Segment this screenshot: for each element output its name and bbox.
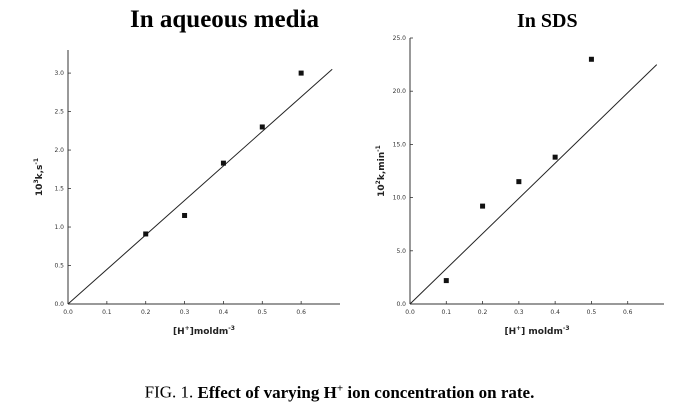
aqueous-data-point: [220, 160, 226, 166]
figure-caption: FIG. 1. Effect of varying H+ ion concent…: [0, 382, 679, 403]
aqueous-y-axis-label: 103k,s-1: [33, 158, 45, 196]
sds-data-point: [552, 154, 558, 160]
sds-y-tick-label: 20.0: [393, 88, 407, 95]
aqueous-data-point: [298, 70, 304, 76]
aqueous-x-tick-label: 0.6: [296, 309, 306, 316]
caption-superscript: +: [336, 382, 344, 394]
sds-x-tick-label: 0.1: [442, 309, 452, 316]
sds-x-axis-label: [H+] moldm-3: [504, 325, 569, 337]
aqueous-y-tick-label: 2.0: [54, 147, 64, 154]
sds-y-tick-label: 10.0: [393, 195, 407, 202]
caption-bold-text: Effect of varying H: [197, 382, 337, 402]
aqueous-x-tick-label: 0.0: [63, 309, 73, 316]
sds-y-tick-label: 25.0: [393, 35, 407, 42]
sds-fit-line: [409, 64, 658, 305]
sds-x-tick-label: 0.4: [550, 309, 560, 316]
caption-bold-tail: ion concentration on rate.: [343, 382, 535, 402]
aqueous-x-axis-label: [H+]moldm-3: [173, 325, 235, 337]
aqueous-x-tick-label: 0.4: [219, 309, 229, 316]
sds-x-tick-label: 0.2: [478, 309, 488, 316]
aqueous-data-point: [259, 124, 265, 130]
sds-data-point: [516, 179, 522, 185]
aqueous-fit-line: [67, 68, 333, 305]
sds-y-tick-label: 0.0: [396, 301, 406, 308]
sds-x-tick-label: 0.5: [587, 309, 597, 316]
aqueous-y-tick-label: 1.0: [54, 224, 64, 231]
aqueous-x-tick-label: 0.1: [102, 309, 112, 316]
aqueous-y-tick-label: 3.0: [54, 70, 64, 77]
chart-title-sds: In SDS: [517, 10, 578, 32]
aqueous-y-tick-label: 1.5: [54, 186, 64, 193]
aqueous-y-tick-label: 0.0: [54, 301, 64, 308]
sds-y-axis-label: 102k,min-1: [375, 145, 387, 197]
aqueous-data-point: [143, 231, 149, 237]
sds-x-tick-label: 0.0: [405, 309, 415, 316]
aqueous-y-tick-label: 0.5: [54, 263, 64, 270]
caption-prefix: FIG. 1.: [144, 382, 198, 402]
sds-x-tick-label: 0.3: [514, 309, 524, 316]
aqueous-y-tick-label: 2.5: [54, 109, 64, 116]
aqueous-x-tick-label: 0.3: [180, 309, 190, 316]
sds-y-tick-label: 15.0: [393, 141, 407, 148]
sds-data-point: [480, 203, 486, 209]
chart-title-aqueous: In aqueous media: [130, 6, 319, 33]
aqueous-x-tick-label: 0.2: [141, 309, 151, 316]
sds-data-point: [443, 278, 449, 284]
aqueous-x-tick-label: 0.5: [258, 309, 268, 316]
sds-x-tick-label: 0.6: [623, 309, 633, 316]
aqueous-data-point: [182, 212, 188, 218]
sds-data-point: [588, 56, 594, 62]
sds-y-tick-label: 5.0: [396, 248, 406, 255]
